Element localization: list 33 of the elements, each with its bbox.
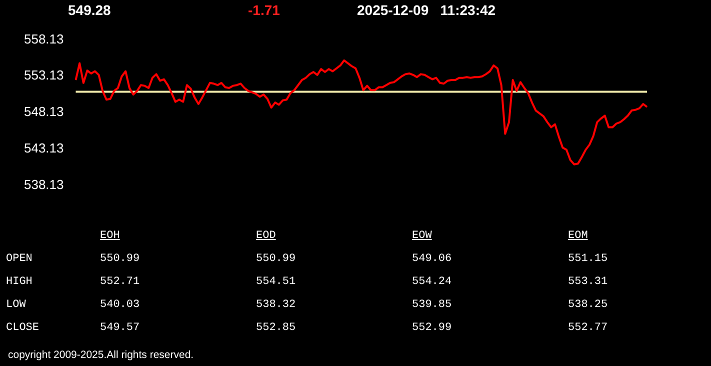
text: HIGH — [6, 276, 32, 288]
text: EOH — [100, 230, 120, 242]
text: 538.25 — [568, 299, 608, 311]
text: 553.31 — [568, 276, 608, 288]
text: 552.99 — [412, 322, 452, 334]
text: 552.77 — [568, 322, 608, 334]
y-tick-label: 543.13 — [24, 140, 64, 156]
text: 552.71 — [100, 276, 140, 288]
y-tick-label: 558.13 — [24, 31, 64, 46]
text: 550.99 — [100, 253, 140, 265]
text: copyright 2009-2025.All rights reserved. — [8, 349, 194, 361]
text: 554.51 — [256, 276, 296, 288]
chart-title: 549.28 — [68, 2, 111, 18]
text: 538.32 — [256, 299, 296, 311]
text: 549.57 — [100, 322, 140, 334]
text: EOW — [412, 230, 432, 242]
y-tick-label: 538.13 — [24, 176, 64, 192]
text: 2025-12-09 11:23:42 — [357, 2, 496, 18]
text: 554.24 — [412, 276, 452, 288]
text: 551.15 — [568, 253, 608, 265]
text: 552.85 — [256, 322, 296, 334]
y-tick-label: 548.13 — [24, 104, 64, 120]
text: 550.99 — [256, 253, 296, 265]
text: 539.85 — [412, 299, 452, 311]
y-tick-label: 553.13 — [24, 68, 64, 83]
text: OPEN — [6, 253, 32, 265]
text: 540.03 — [100, 299, 140, 311]
text: EOD — [256, 230, 276, 242]
text: LOW — [6, 299, 26, 311]
text: CLOSE — [6, 322, 40, 334]
text: 549.06 — [412, 253, 452, 265]
chart-subtitle: -1.71 — [248, 2, 280, 18]
text: EOM — [568, 230, 588, 242]
